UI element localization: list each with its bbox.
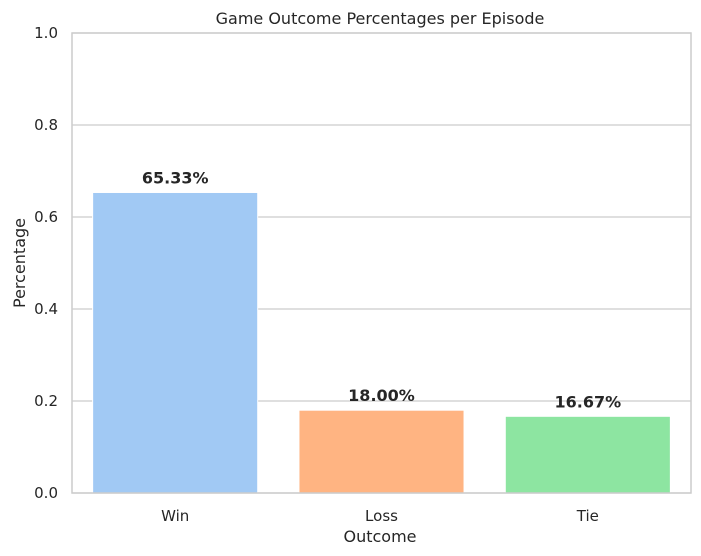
y-tick-label: 0.4	[34, 300, 58, 318]
y-tick-label: 0.2	[34, 392, 58, 410]
bar-value-label: 16.67%	[555, 392, 622, 411]
bar-value-label: 18.00%	[348, 386, 415, 405]
plot-frame	[71, 32, 692, 494]
x-tick-label: Tie	[576, 507, 599, 525]
x-axis-ticks: Win Loss Tie	[161, 507, 599, 525]
plot-border	[71, 32, 692, 494]
y-tick-label: 0.8	[34, 116, 58, 134]
y-axis-ticks: 0.0 0.2 0.4 0.6 0.8 1.0	[34, 24, 58, 502]
chart-title: Game Outcome Percentages per Episode	[216, 9, 545, 28]
y-tick-label: 1.0	[34, 24, 58, 42]
bar	[92, 191, 259, 494]
y-tick-label: 0.6	[34, 208, 58, 226]
y-axis-label: Percentage	[10, 218, 29, 308]
x-tick-label: Loss	[365, 507, 398, 525]
x-axis-label: Outcome	[343, 527, 416, 546]
bar	[504, 415, 671, 494]
bars	[92, 191, 671, 494]
data-labels: 65.33% 18.00% 16.67%	[142, 168, 621, 411]
bar-value-label: 65.33%	[142, 168, 209, 187]
x-tick-label: Win	[161, 507, 189, 525]
bar	[298, 409, 465, 494]
y-tick-label: 0.0	[34, 484, 58, 502]
